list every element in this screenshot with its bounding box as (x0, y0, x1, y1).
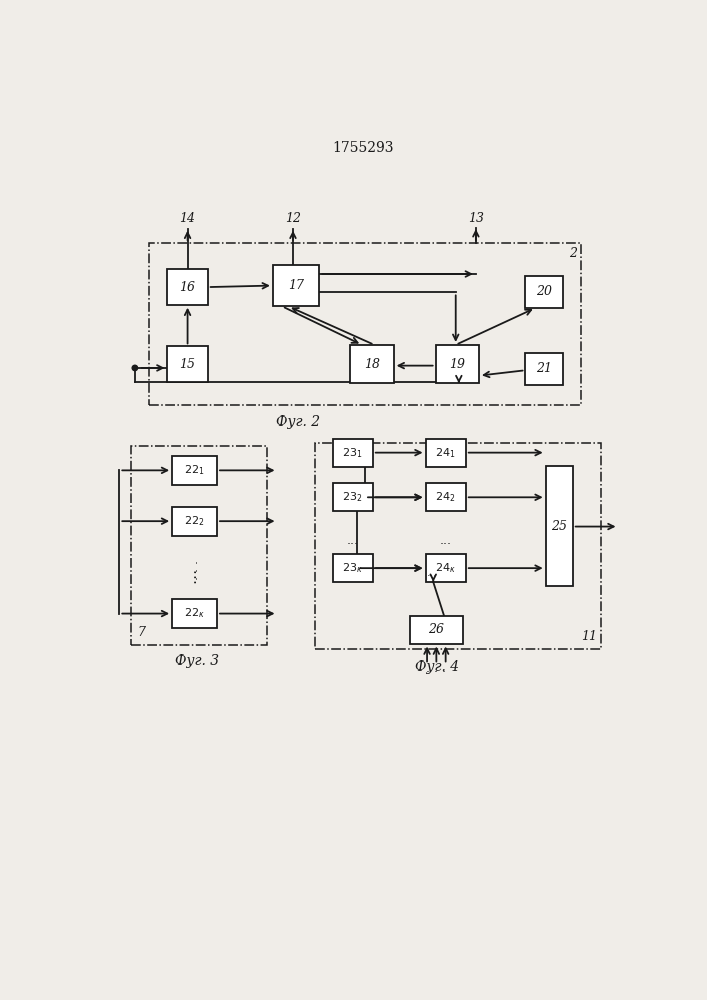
Bar (525, 353, 563, 385)
Text: 1755293: 1755293 (332, 141, 394, 155)
Text: 14: 14 (180, 212, 196, 225)
Text: ...: ... (440, 534, 452, 547)
Text: Фуг. 4: Фуг. 4 (415, 660, 459, 674)
Bar (172, 456, 217, 485)
Text: 21: 21 (536, 362, 552, 375)
Bar (332, 439, 373, 466)
Text: · · ·: · · · (426, 666, 446, 679)
Bar (525, 276, 563, 308)
Bar (273, 265, 320, 306)
Bar (332, 483, 373, 511)
Text: 26: 26 (428, 623, 445, 636)
Bar (168, 269, 208, 305)
Bar (172, 599, 217, 628)
Text: $23_{\kappa}$: $23_{\kappa}$ (342, 561, 363, 575)
Bar (172, 507, 217, 536)
Text: 7: 7 (137, 626, 145, 639)
Text: 18: 18 (364, 358, 380, 371)
Circle shape (132, 365, 138, 371)
Text: ...: ... (346, 534, 358, 547)
Text: $22_2$: $22_2$ (185, 514, 205, 528)
Text: 16: 16 (180, 281, 196, 294)
Bar (426, 439, 466, 466)
Text: $24_1$: $24_1$ (436, 446, 456, 460)
Bar (436, 345, 479, 383)
Bar (149, 243, 581, 405)
Text: 17: 17 (288, 279, 304, 292)
Text: Фуг. 2: Фуг. 2 (276, 415, 320, 429)
Text: 2: 2 (568, 247, 577, 260)
Bar (332, 554, 373, 582)
Bar (426, 554, 466, 582)
Bar (351, 345, 394, 383)
Text: 11: 11 (580, 630, 597, 643)
Bar (546, 466, 573, 586)
Text: $22_1$: $22_1$ (185, 463, 205, 477)
Bar (426, 483, 466, 511)
Bar (131, 446, 267, 645)
Text: $24_2$: $24_2$ (436, 490, 456, 504)
Text: $22_{\kappa}$: $22_{\kappa}$ (184, 607, 205, 620)
Text: $23_1$: $23_1$ (342, 446, 363, 460)
Text: Фуг. 3: Фуг. 3 (175, 654, 219, 668)
Text: 15: 15 (180, 358, 196, 371)
Text: 12: 12 (285, 212, 301, 225)
Text: ...: ... (427, 568, 438, 578)
Bar (315, 443, 602, 649)
Text: 13: 13 (468, 212, 484, 225)
Text: $24_{\kappa}$: $24_{\kappa}$ (436, 561, 456, 575)
Text: 19: 19 (449, 358, 465, 371)
Text: $23_2$: $23_2$ (342, 490, 363, 504)
Bar (410, 616, 462, 644)
Text: . . .: . . . (188, 560, 201, 580)
Text: 20: 20 (536, 285, 552, 298)
Text: ⋯: ⋯ (187, 568, 202, 583)
Text: 25: 25 (551, 520, 567, 533)
Bar (168, 346, 208, 382)
